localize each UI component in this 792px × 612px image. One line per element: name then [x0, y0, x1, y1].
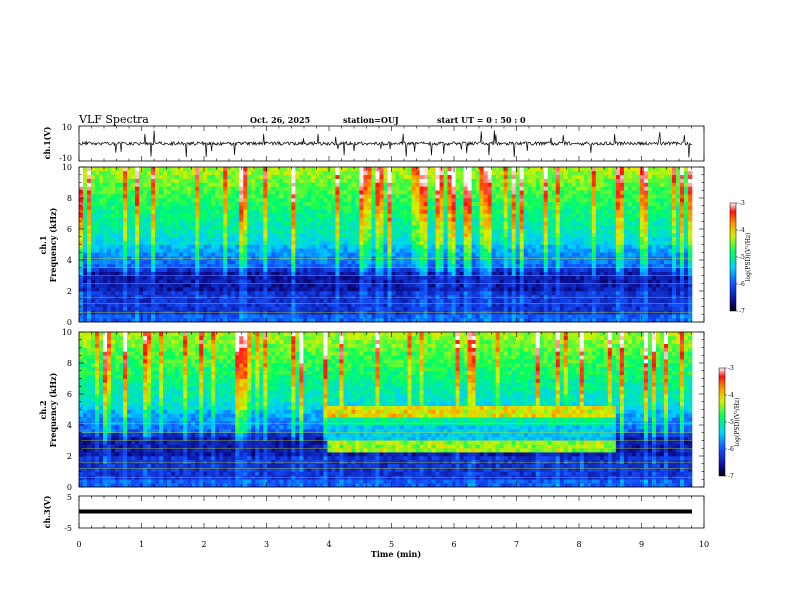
- time-axis-labels: 0 1 2 3 4 5 6 7 8 9 10: [76, 540, 709, 549]
- freq-tick-label: 4: [67, 421, 72, 430]
- freq-tick-label: 0: [67, 318, 72, 327]
- colorbar-tick-label: -6: [739, 281, 745, 288]
- ch1-spec-ylabel-frequency: Frequency (kHz): [48, 207, 58, 282]
- time-tick-label: 8: [576, 540, 581, 549]
- freq-tick-label: 2: [67, 287, 72, 296]
- date-label: Oct. 26, 2025: [250, 115, 310, 125]
- time-tick-label: 2: [201, 540, 206, 549]
- ch2-spec-yticks: 0 2 4 6 8 10: [62, 328, 704, 492]
- ch3-ytick-bottom: -5: [64, 524, 72, 533]
- ch3-ylabel: ch.3(V): [42, 495, 52, 528]
- colorbar-tick-label: -5: [739, 254, 745, 261]
- time-tick-label: 10: [699, 540, 709, 549]
- ch1-ylabel: ch.1(V): [42, 126, 52, 159]
- freq-tick-label: 8: [67, 359, 72, 368]
- time-tick-label: 9: [639, 540, 644, 549]
- ch1-spec-yticks: 0 2 4 6 8 10: [62, 163, 704, 327]
- time-axis-ticks: [78, 126, 705, 528]
- freq-tick-label: 8: [67, 194, 72, 203]
- ch2-spectrogram-panel: 0 2 4 6 8 10 ch.2 Frequency (kHz): [38, 328, 705, 492]
- freq-tick-label: 6: [67, 390, 72, 399]
- ch1-spectrogram-panel: 0 2 4 6 8 10 ch.1 Frequency (kHz): [38, 163, 705, 327]
- ch1-spec-ylabel-channel: ch.1: [38, 235, 48, 254]
- time-tick-label: 4: [326, 540, 331, 549]
- colorbar-tick-label: -3: [728, 365, 734, 372]
- freq-tick-label: 6: [67, 225, 72, 234]
- time-tick-label: 7: [514, 540, 519, 549]
- colorbar-tick-label: -4: [728, 392, 734, 399]
- ch1-ytick-bottom: -10: [59, 154, 72, 163]
- ch3-waveform-panel: 5 -5 ch.3(V): [42, 493, 705, 533]
- time-axis-label: Time (min): [371, 549, 421, 559]
- time-tick-label: 0: [76, 540, 81, 549]
- colorbar-tick-label: -7: [728, 473, 734, 480]
- colorbar-tick-label: -4: [739, 227, 745, 234]
- ch2-colorbar: -3 -4 -5 -6 -7 log(PSD)(V²/Hz): [718, 365, 741, 480]
- ch2-spec-ylabel-frequency: Frequency (kHz): [48, 372, 58, 447]
- ch2-spectrogram: [79, 332, 693, 488]
- freq-tick-label: 2: [67, 452, 72, 461]
- ch1-waveform-line: [78, 130, 693, 158]
- freq-tick-label: 0: [67, 483, 72, 492]
- ch1-ytick-top: 10: [62, 123, 72, 132]
- freq-tick-label: 4: [67, 256, 72, 265]
- colorbar-tick-label: -7: [739, 308, 745, 315]
- colorbar-tick-label: -6: [728, 446, 734, 453]
- ch1-waveform-panel: 10 -10 ch.1(V): [42, 123, 705, 163]
- freq-tick-label: 10: [62, 328, 72, 337]
- ch2-colorbar-label: log(PSD)(V²/Hz): [734, 398, 741, 447]
- time-tick-label: 6: [451, 540, 456, 549]
- ch2-spec-ylabel-channel: ch.2: [38, 400, 48, 419]
- station-label: station=OUJ: [343, 115, 399, 125]
- colorbar-tick-label: -3: [739, 200, 745, 207]
- ch3-ytick-top: 5: [67, 493, 72, 502]
- ch3-waveform-line: [79, 509, 692, 514]
- ch1-spectrogram: [79, 167, 693, 323]
- freq-tick-label: 10: [62, 163, 72, 172]
- ch1-colorbar-label: log(PSD)(V²/Hz): [745, 233, 752, 282]
- time-tick-label: 5: [389, 540, 394, 549]
- ch1-colorbar: -3 -4 -5 -6 -7 log(PSD)(V²/Hz): [729, 200, 752, 315]
- time-tick-label: 1: [139, 540, 144, 549]
- figure-title: VLF Spectra: [78, 113, 149, 126]
- start-time-label: start UT = 0 : 50 : 0: [437, 115, 526, 125]
- colorbar-tick-label: -5: [728, 419, 734, 426]
- time-tick-label: 3: [264, 540, 269, 549]
